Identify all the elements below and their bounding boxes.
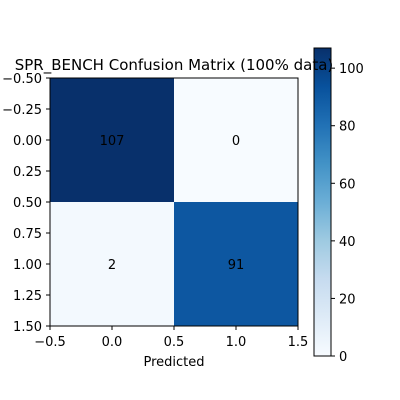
y-tick-label: 1.25 [13,289,42,304]
y-tick-label: 1.50 [13,320,42,335]
y-tick-label: −0.50 [2,72,42,87]
colorbar-tick-label: 40 [339,235,356,250]
y-tick-label: 0.50 [13,196,42,211]
y-tick-label: −0.25 [2,103,42,118]
y-tick-label: 0.00 [13,134,42,149]
colorbar-tick-label: 80 [339,120,356,135]
y-axis-ticks: −0.50 −0.25 0.00 0.25 0.50 0.75 1.00 1.25 1.50 [2,72,50,335]
chart-title: SPR_BENCH Confusion Matrix (100% data) [15,56,334,75]
x-axis-label: Predicted [143,355,204,370]
cell-value-label: 2 [108,258,116,273]
colorbar-tick-label: 60 [339,177,356,192]
x-tick-label: −0.5 [34,335,66,350]
x-axis-ticks: −0.5 0.0 0.5 1.0 1.5 [34,326,308,350]
cell-value-label: 91 [228,258,245,273]
heatmap-cell [50,202,174,326]
colorbar-ticks: 0 20 40 60 80 100 [331,62,364,365]
y-tick-label: 0.75 [13,227,42,242]
heatmap-cell [174,202,298,326]
cell-value-label: 107 [100,134,125,149]
heatmap-cells [50,78,298,326]
y-tick-label: 0.25 [13,165,42,180]
heatmap-cell [50,78,174,202]
colorbar-tick-label: 0 [339,350,347,365]
x-tick-label: 0.5 [164,335,185,350]
colorbar-tick-label: 20 [339,292,356,307]
cell-value-labels: 107 0 2 91 [100,134,245,273]
y-tick-label: 1.00 [13,258,42,273]
x-tick-label: 1.0 [226,335,247,350]
colorbar [313,47,332,357]
x-tick-label: 0.0 [102,335,123,350]
heatmap-cell [174,78,298,202]
colorbar-tick-label: 100 [339,62,364,77]
x-tick-label: 1.5 [288,335,309,350]
cell-value-label: 0 [232,134,240,149]
